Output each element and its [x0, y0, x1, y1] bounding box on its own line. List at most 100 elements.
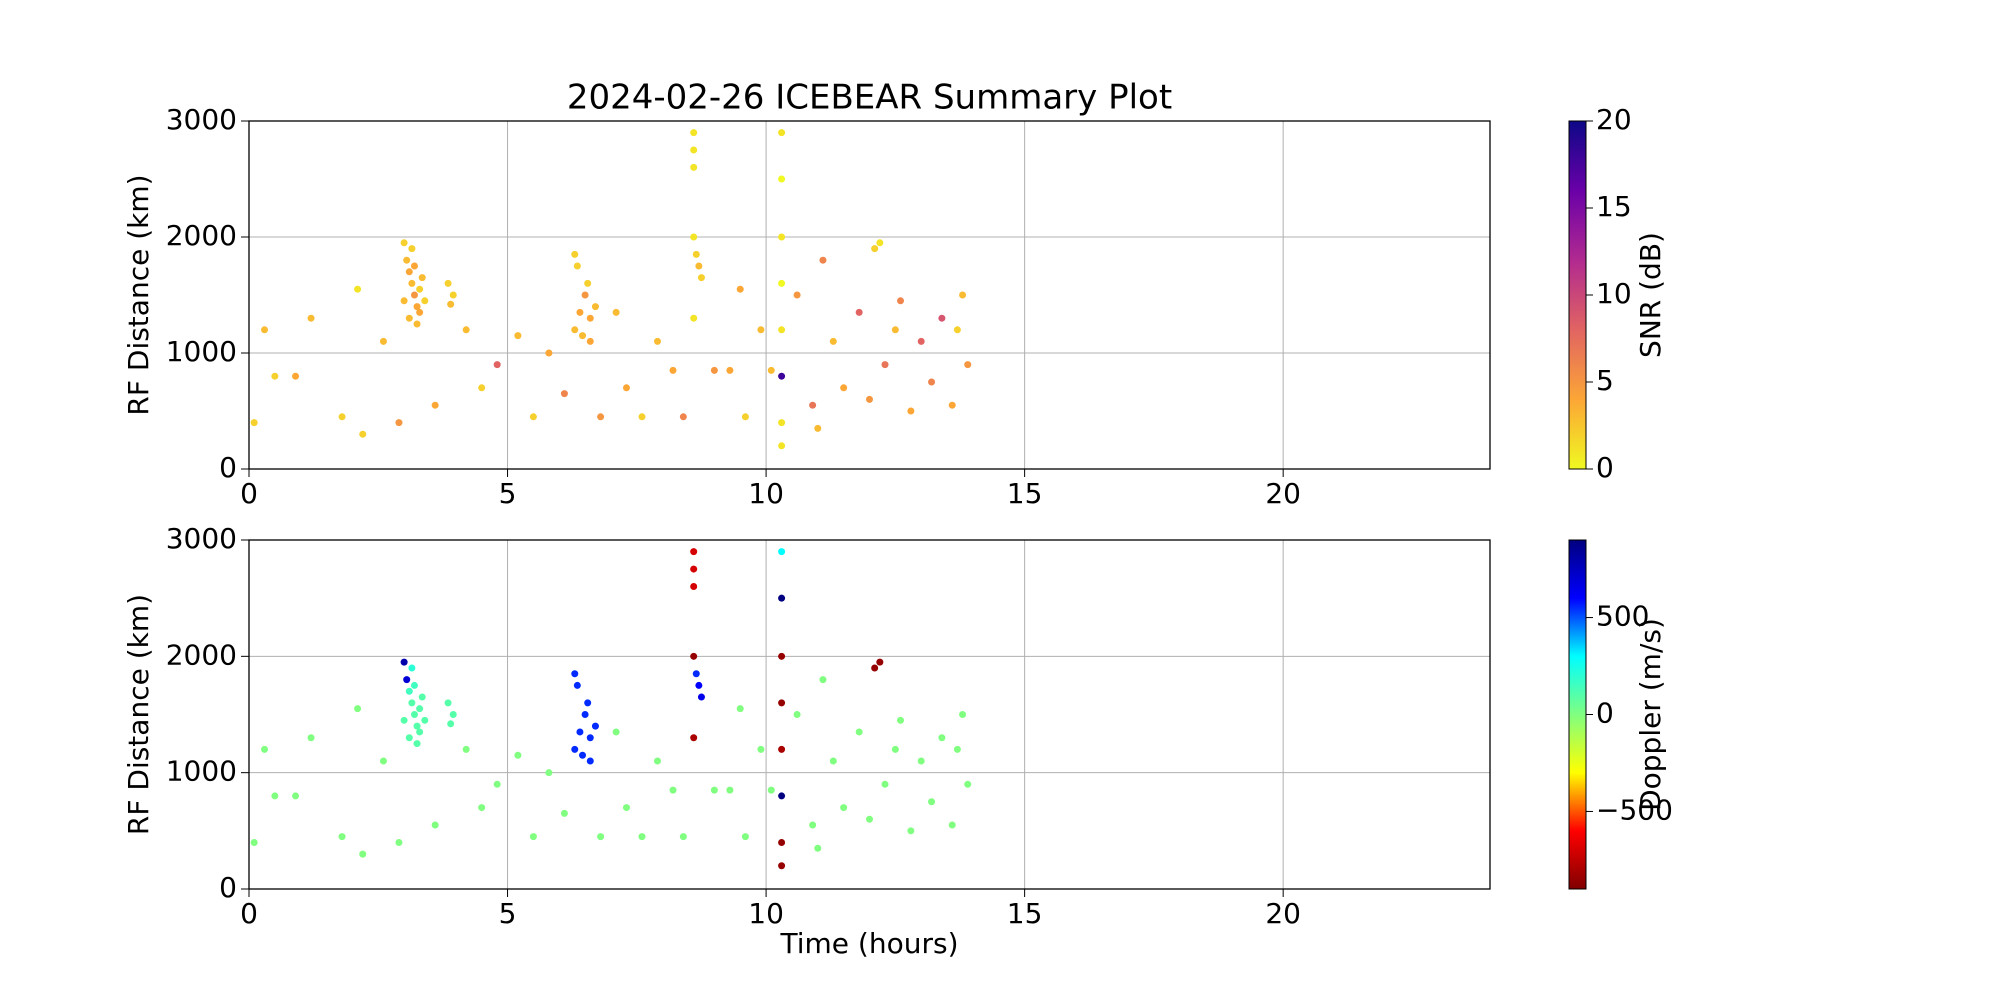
point	[405, 687, 413, 695]
point	[948, 821, 956, 829]
point	[778, 862, 786, 870]
point	[897, 297, 905, 305]
point	[653, 757, 661, 765]
point	[431, 821, 439, 829]
point	[447, 300, 455, 308]
point	[408, 279, 416, 287]
point	[876, 239, 884, 247]
point	[855, 308, 863, 316]
point	[679, 413, 687, 421]
point	[354, 285, 362, 293]
point	[778, 594, 786, 602]
colorbar-label: SNR (dB)	[1634, 232, 1667, 358]
point	[413, 722, 421, 730]
point	[612, 308, 620, 316]
point	[403, 676, 411, 684]
point	[529, 413, 537, 421]
y-tick-label: 3000	[166, 522, 237, 555]
point	[579, 332, 587, 340]
point	[449, 291, 457, 299]
point	[571, 670, 579, 678]
point	[871, 664, 879, 672]
point	[573, 262, 581, 270]
point	[741, 413, 749, 421]
point	[478, 804, 486, 812]
point	[690, 652, 698, 660]
y-tick-label: 1000	[166, 755, 237, 788]
point	[959, 291, 967, 299]
point	[757, 745, 765, 753]
point	[586, 314, 594, 322]
point	[447, 720, 455, 728]
point	[405, 314, 413, 322]
point	[778, 175, 786, 183]
point	[767, 786, 775, 794]
point	[444, 279, 452, 287]
point	[405, 734, 413, 742]
point	[400, 716, 408, 724]
point	[819, 256, 827, 264]
point	[757, 326, 765, 334]
point	[462, 326, 470, 334]
point	[726, 366, 734, 374]
point	[778, 372, 786, 380]
point	[793, 291, 801, 299]
point	[416, 308, 424, 316]
x-tick-label: 10	[748, 897, 784, 930]
point	[695, 262, 703, 270]
point	[897, 716, 905, 724]
point	[690, 163, 698, 171]
point	[690, 548, 698, 556]
point	[690, 233, 698, 241]
y-tick-label: 3000	[166, 103, 237, 136]
point	[866, 815, 873, 823]
point	[697, 274, 705, 282]
colorbar-tick-label: 0	[1596, 697, 1614, 730]
point	[354, 705, 362, 713]
point	[571, 326, 579, 334]
point	[421, 716, 429, 724]
point	[881, 780, 889, 788]
point	[710, 366, 718, 374]
point	[586, 757, 594, 765]
point	[778, 442, 786, 450]
point	[638, 833, 646, 841]
point	[571, 250, 579, 258]
plot-frame	[248, 539, 1491, 890]
point	[338, 833, 346, 841]
point	[690, 146, 698, 154]
point	[690, 129, 698, 137]
point	[408, 699, 416, 707]
chart-title: 2024-02-26 ICEBEAR Summary Plot	[567, 78, 1172, 118]
y-tick-label: 1000	[166, 335, 237, 368]
plot-frame	[248, 120, 1491, 470]
point	[478, 384, 486, 392]
point	[736, 705, 744, 713]
point	[690, 314, 698, 322]
point	[741, 833, 749, 841]
point	[400, 297, 408, 305]
point	[964, 361, 972, 369]
point	[408, 664, 416, 672]
point	[529, 833, 537, 841]
point	[840, 384, 848, 392]
x-tick-label: 20	[1265, 897, 1301, 930]
point	[928, 798, 936, 806]
colorbar-tick-label: 500	[1596, 600, 1649, 633]
x-tick-label: 5	[499, 897, 517, 930]
y-tick-label: 0	[219, 871, 237, 904]
colorbar	[1568, 539, 1587, 890]
y-axis-label: RF Distance (km)	[122, 174, 155, 415]
point	[669, 786, 677, 794]
point	[907, 407, 915, 415]
point	[778, 548, 786, 556]
point	[359, 430, 367, 438]
y-tick-label: 2000	[166, 219, 237, 252]
point	[261, 745, 269, 753]
point	[778, 652, 786, 660]
point	[403, 256, 411, 264]
point	[250, 838, 258, 846]
point	[449, 711, 457, 718]
point	[576, 728, 584, 736]
